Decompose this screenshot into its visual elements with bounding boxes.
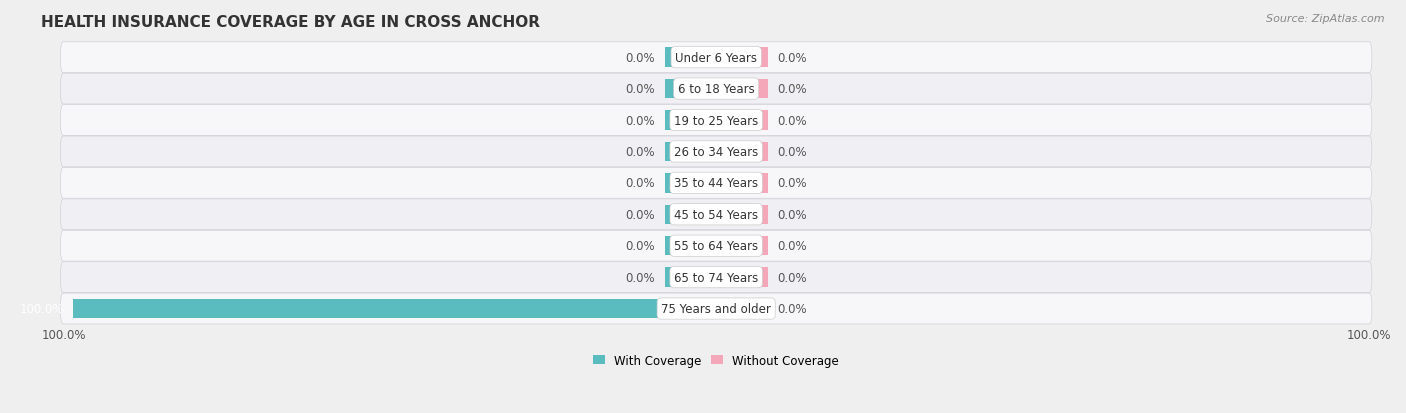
Bar [716,299,768,318]
Text: 0.0%: 0.0% [778,83,807,96]
Bar [665,236,716,256]
Text: 19 to 25 Years: 19 to 25 Years [673,114,758,127]
Legend: With Coverage, Without Coverage: With Coverage, Without Coverage [589,349,844,371]
Text: 45 to 54 Years: 45 to 54 Years [673,208,758,221]
Text: 100.0%: 100.0% [1347,328,1391,341]
Text: 65 to 74 Years: 65 to 74 Years [673,271,758,284]
Bar [665,174,716,193]
Text: 0.0%: 0.0% [626,271,655,284]
Bar [665,48,716,68]
Text: 75 Years and older: 75 Years and older [661,302,770,315]
Text: 0.0%: 0.0% [778,302,807,315]
Text: 6 to 18 Years: 6 to 18 Years [678,83,755,96]
Bar [716,268,768,287]
Text: 0.0%: 0.0% [626,240,655,253]
FancyBboxPatch shape [60,137,1372,167]
FancyBboxPatch shape [60,74,1372,105]
Text: 100.0%: 100.0% [41,328,86,341]
Bar [716,236,768,256]
Text: 0.0%: 0.0% [626,145,655,159]
Bar [665,80,716,99]
Text: 0.0%: 0.0% [778,208,807,221]
Bar [716,174,768,193]
Text: 0.0%: 0.0% [626,208,655,221]
Text: 0.0%: 0.0% [626,83,655,96]
FancyBboxPatch shape [60,231,1372,261]
Bar [665,268,716,287]
FancyBboxPatch shape [60,168,1372,199]
Text: 100.0%: 100.0% [20,302,63,315]
Bar [716,80,768,99]
Text: Source: ZipAtlas.com: Source: ZipAtlas.com [1267,14,1385,24]
Bar [716,111,768,131]
Text: 55 to 64 Years: 55 to 64 Years [673,240,758,253]
FancyBboxPatch shape [60,262,1372,293]
Text: 0.0%: 0.0% [778,240,807,253]
Text: HEALTH INSURANCE COVERAGE BY AGE IN CROSS ANCHOR: HEALTH INSURANCE COVERAGE BY AGE IN CROS… [41,15,540,30]
Bar [716,48,768,68]
Text: 0.0%: 0.0% [778,145,807,159]
FancyBboxPatch shape [60,105,1372,136]
FancyBboxPatch shape [60,293,1372,324]
Text: 0.0%: 0.0% [626,52,655,64]
Bar [716,205,768,225]
Text: 0.0%: 0.0% [778,271,807,284]
Text: 0.0%: 0.0% [626,177,655,190]
FancyBboxPatch shape [60,199,1372,230]
Text: 0.0%: 0.0% [778,52,807,64]
Text: Under 6 Years: Under 6 Years [675,52,758,64]
Bar [73,299,716,318]
Bar [665,205,716,225]
FancyBboxPatch shape [60,43,1372,74]
Text: 0.0%: 0.0% [778,177,807,190]
Text: 35 to 44 Years: 35 to 44 Years [673,177,758,190]
Text: 26 to 34 Years: 26 to 34 Years [673,145,758,159]
Bar [665,142,716,162]
Text: 0.0%: 0.0% [626,114,655,127]
Text: 0.0%: 0.0% [778,114,807,127]
Bar [716,142,768,162]
Bar [665,111,716,131]
